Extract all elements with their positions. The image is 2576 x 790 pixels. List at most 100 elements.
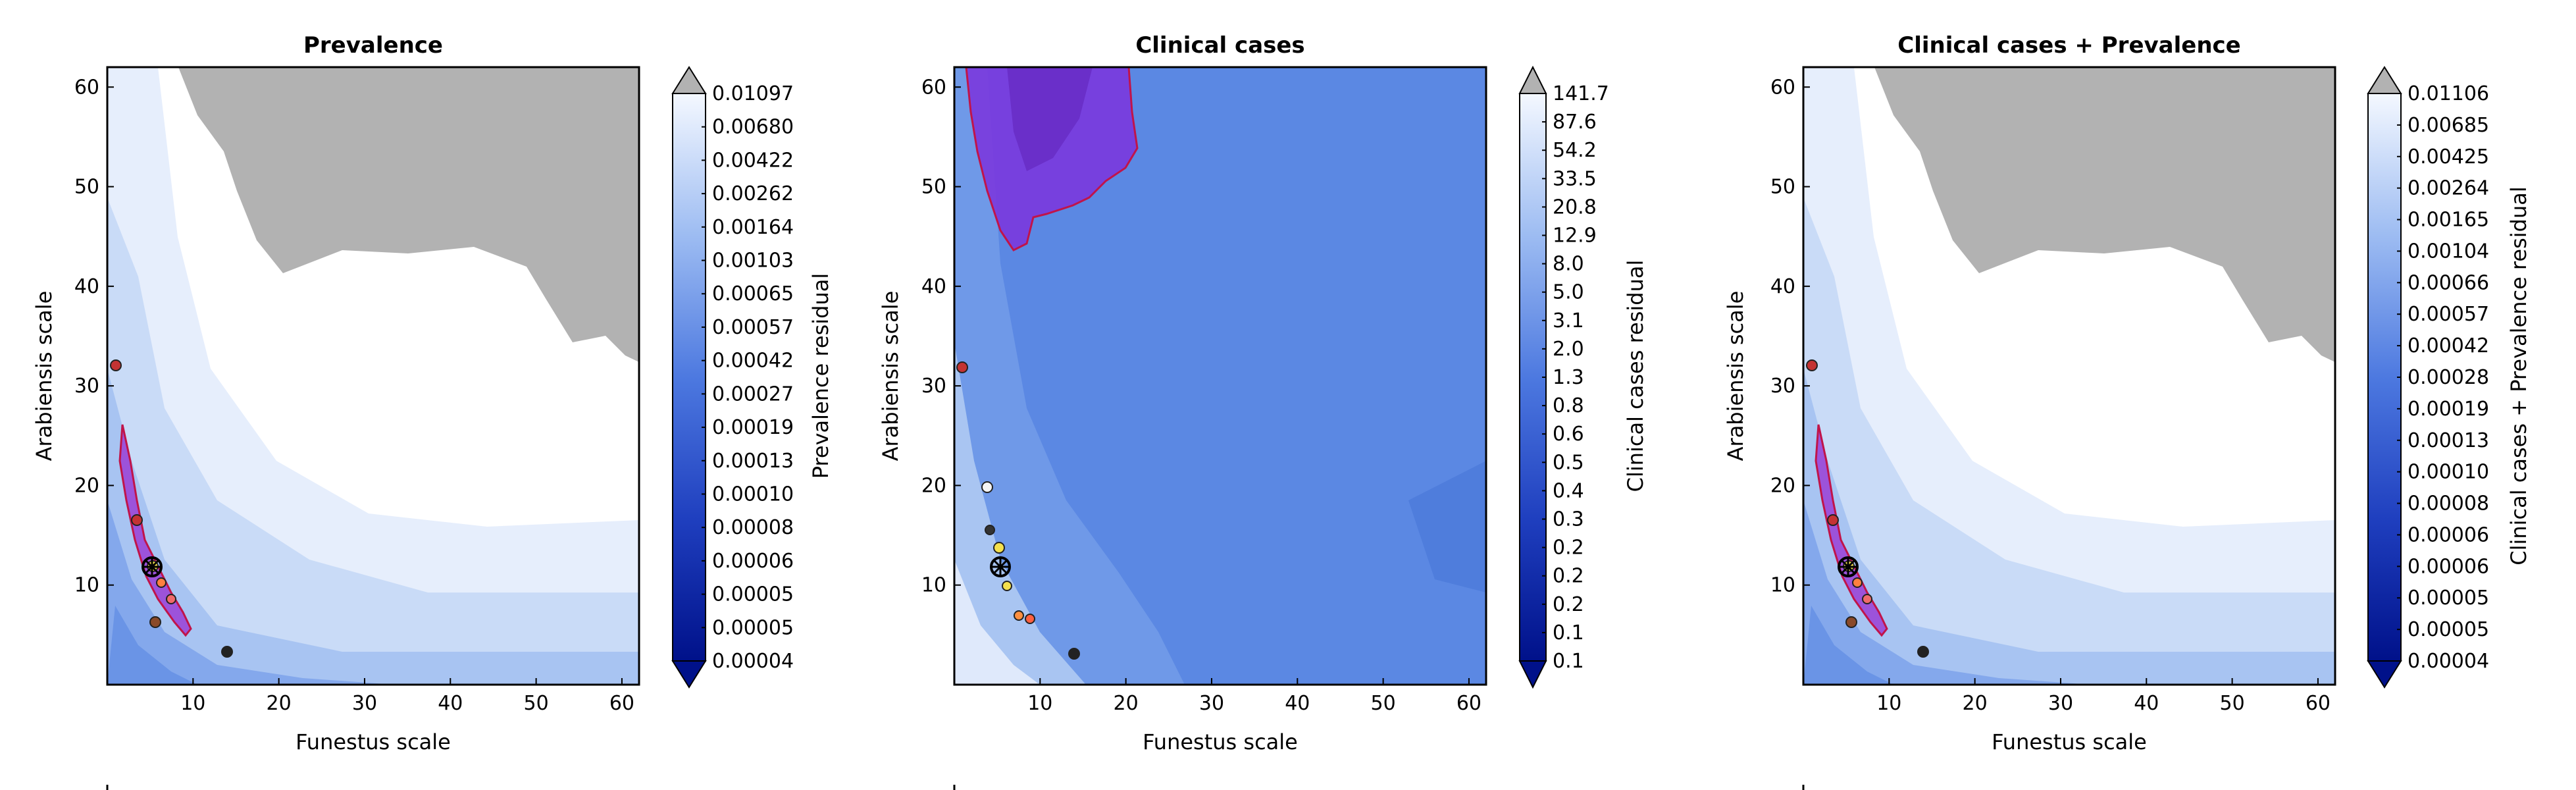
- x-tick-label: 10: [1027, 692, 1052, 715]
- x-axis: 10 20 30 40 50 60 Funestus scale: [1027, 678, 1481, 754]
- colorbar-label: Clinical cases residual: [1623, 260, 1648, 492]
- x-tick-label: 40: [1285, 692, 1310, 715]
- colorbar-tick-label: 12.9: [1553, 224, 1597, 248]
- x-tick-label: 60: [609, 692, 634, 715]
- colorbar-tick-label: 0.00104: [2408, 240, 2489, 263]
- y-tick-label: 50: [74, 176, 99, 199]
- colorbar-tick-label: 0.1: [1553, 650, 1584, 673]
- colorbar-tick-label: 0.00103: [712, 250, 794, 273]
- y-tick-label: 10: [921, 574, 946, 597]
- colorbar-label: Clinical cases + Prevalence residual: [2506, 186, 2531, 565]
- colorbar-label: Prevalence residual: [808, 273, 833, 479]
- x-tick-label: 40: [438, 692, 463, 715]
- colorbar-tick-label: 0.2: [1553, 593, 1584, 616]
- y-tick-label: 50: [1770, 176, 1795, 199]
- y-tick-label: 60: [1770, 76, 1795, 99]
- panel-clinical-cases: Clinical cases 10 20 30 40 50 60 Funestus sc: [878, 32, 1648, 754]
- best-fit-marker: [142, 556, 163, 577]
- y-axis: 10 20 30 40 50 60 Arabiensis scale: [1723, 76, 1810, 597]
- contour-field: [954, 67, 1486, 685]
- best-fit-marker: [1838, 556, 1859, 577]
- y-axis: 10 20 30 40 50 60 Arabiensis scale: [878, 76, 961, 597]
- x-tick-label: 30: [2048, 692, 2073, 715]
- colorbar-tick-label: 87.6: [1553, 111, 1597, 134]
- colorbar: 0.00004 0.00005 0.00005 0.00006 0.00008 0.000…: [671, 66, 833, 689]
- chart-title: Prevalence: [303, 32, 443, 59]
- colorbar-tick-label: 0.00028: [2408, 366, 2489, 389]
- chart-title: Clinical cases: [1135, 32, 1304, 59]
- colorbar-tick-label: 0.1: [1553, 621, 1584, 645]
- colorbar: 0.00004 0.00005 0.00005 0.00006 0.00006 0.000…: [2367, 66, 2531, 689]
- y-tick-label: 10: [74, 574, 99, 597]
- colorbar-tick-label: 0.3: [1553, 508, 1584, 531]
- colorbar-tick-label: 0.00010: [2408, 461, 2489, 484]
- colorbar-tick-label: 0.00005: [712, 616, 794, 639]
- colorbar-tick-label: 0.00685: [2408, 114, 2489, 137]
- panel-prevalence: Prevalence 10 20 30 40 50 60 Funestus scale: [32, 32, 833, 754]
- colorbar-tick-label: 0.00057: [2408, 303, 2489, 326]
- colorbar-tick-label: 0.00019: [712, 416, 794, 439]
- colorbar-tick-label: 0.00425: [2408, 145, 2489, 169]
- colorbar-tick-label: 8.0: [1553, 253, 1584, 276]
- y-axis-label: Arabiensis scale: [878, 291, 903, 461]
- colorbar-tick-label: 33.5: [1553, 167, 1597, 190]
- x-tick-label: 10: [1876, 692, 1901, 715]
- y-axis: 10 20 30 40 50 60 Arabiensis scale: [32, 76, 114, 597]
- colorbar-tick-label: 20.8: [1553, 196, 1597, 219]
- colorbar-tick-label: 0.00006: [2408, 523, 2489, 546]
- colorbar-tick-label: 0.00065: [712, 282, 794, 305]
- x-tick-label: 20: [267, 692, 292, 715]
- x-axis-label: Funestus scale: [296, 729, 451, 754]
- colorbar-tick-label: 0.01106: [2408, 82, 2489, 105]
- colorbar-tick-label: 0.00019: [2408, 398, 2489, 421]
- y-tick-label: 20: [74, 474, 99, 497]
- x-axis: 10 20 30 40 50 60 Funestus scale: [1876, 678, 2331, 754]
- colorbar-tick-label: 0.00066: [2408, 271, 2489, 294]
- y-tick-label: 60: [74, 76, 99, 99]
- colorbar-tick-label: 0.00422: [712, 149, 794, 172]
- colorbar-tick-label: 0.00027: [712, 382, 794, 406]
- colorbar-tick-label: 2.0: [1553, 338, 1584, 361]
- colorbar-tick-label: 0.2: [1553, 537, 1584, 560]
- y-tick-label: 60: [921, 76, 946, 99]
- y-tick-label: 10: [1770, 574, 1795, 597]
- panel-combined: Clinical cases + Prevalence 10 20 30 40 50 60: [1723, 32, 2531, 754]
- colorbar-tick-label: 0.00005: [2408, 587, 2489, 610]
- x-tick-label: 20: [1963, 692, 1988, 715]
- colorbar-tick-label: 0.00008: [2408, 492, 2489, 515]
- x-tick-label: 40: [2134, 692, 2159, 715]
- colorbar-tick-label: 0.00010: [712, 483, 794, 506]
- colorbar-tick-label: 0.00164: [712, 216, 794, 239]
- colorbar-tick-label: 0.00005: [2408, 618, 2489, 641]
- x-tick-label: 20: [1114, 692, 1139, 715]
- x-tick-label: 60: [2306, 692, 2331, 715]
- y-tick-label: 30: [921, 375, 946, 398]
- colorbar-tick-label: 0.00006: [712, 550, 794, 573]
- y-tick-label: 20: [1770, 474, 1795, 497]
- legend-stubs: [106, 785, 1805, 790]
- chart-title: Clinical cases + Prevalence: [1897, 32, 2241, 59]
- colorbar-tick-label: 0.00013: [2408, 429, 2489, 452]
- colorbar-tick-label: 0.00165: [2408, 209, 2489, 232]
- y-tick-label: 40: [1770, 275, 1795, 298]
- y-tick-label: 20: [921, 474, 946, 497]
- x-tick-label: 30: [352, 692, 377, 715]
- colorbar-tick-label: 0.6: [1553, 423, 1584, 446]
- colorbar-tick-label: 0.8: [1553, 394, 1584, 417]
- colorbar: 0.1 0.1 0.2 0.2 0.2 0.3 0.4 0.5 0.6 0.8 1.3 2.0 3.1 5…: [1518, 65, 1648, 689]
- x-axis-label: Funestus scale: [1143, 729, 1298, 754]
- x-tick-label: 30: [1199, 692, 1224, 715]
- colorbar-tick-label: 0.00042: [2408, 334, 2489, 357]
- colorbar-tick-label: 0.2: [1553, 565, 1584, 588]
- colorbar-tick-label: 0.4: [1553, 479, 1584, 502]
- colorbar-tick-label: 0.00264: [2408, 177, 2489, 200]
- x-axis-label: Funestus scale: [1992, 729, 2147, 754]
- colorbar-tick-label: 141.7: [1553, 82, 1609, 105]
- x-tick-label: 50: [2220, 692, 2245, 715]
- colorbar-tick-label: 0.00004: [2408, 650, 2489, 673]
- colorbar-tick-label: 0.00042: [712, 350, 794, 373]
- x-tick-label: 50: [524, 692, 549, 715]
- y-tick-label: 30: [74, 375, 99, 398]
- y-tick-label: 40: [74, 275, 99, 298]
